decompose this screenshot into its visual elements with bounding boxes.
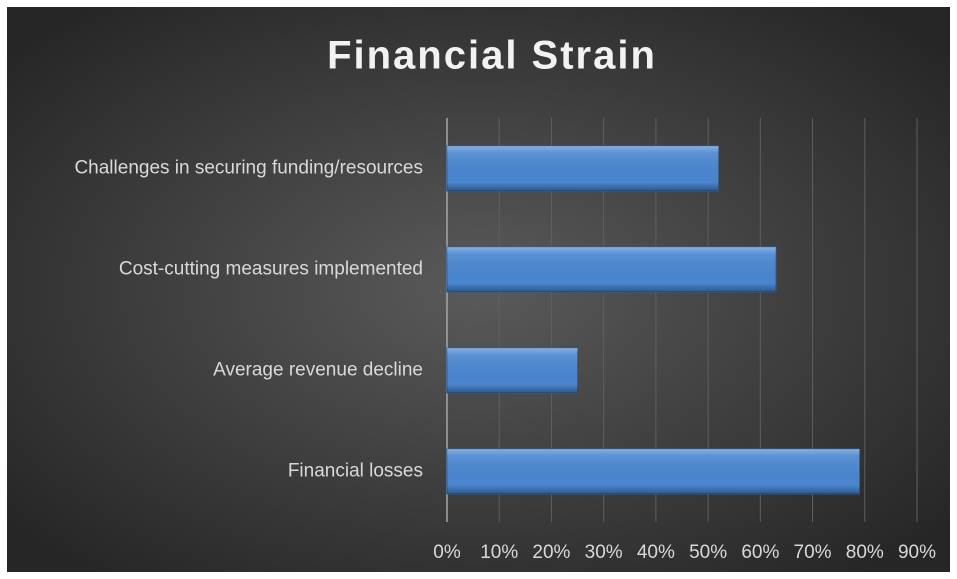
bar-shine [447, 247, 776, 292]
x-tick-label: 40% [637, 542, 675, 563]
x-tick-label: 20% [532, 542, 570, 563]
x-tick-label: 90% [898, 542, 936, 563]
y-tick-label: Financial losses [288, 461, 423, 482]
x-tick-label: 60% [741, 542, 779, 563]
x-tick-label: 70% [794, 542, 832, 563]
bar-shine [447, 348, 578, 393]
y-tick-label: Challenges in securing funding/resources [74, 158, 423, 179]
x-tick-label: 80% [846, 542, 884, 563]
x-tick-label: 10% [480, 542, 518, 563]
x-tick-label: 30% [585, 542, 623, 563]
y-tick-label: Cost-cutting measures implemented [119, 259, 423, 280]
y-tick-label: Average revenue decline [213, 360, 423, 381]
chart-title: Financial Strain [327, 34, 657, 78]
x-tick-label: 50% [689, 542, 727, 563]
bar-shine [447, 449, 860, 494]
bar-shine [447, 146, 719, 191]
x-tick-label: 0% [433, 542, 461, 563]
